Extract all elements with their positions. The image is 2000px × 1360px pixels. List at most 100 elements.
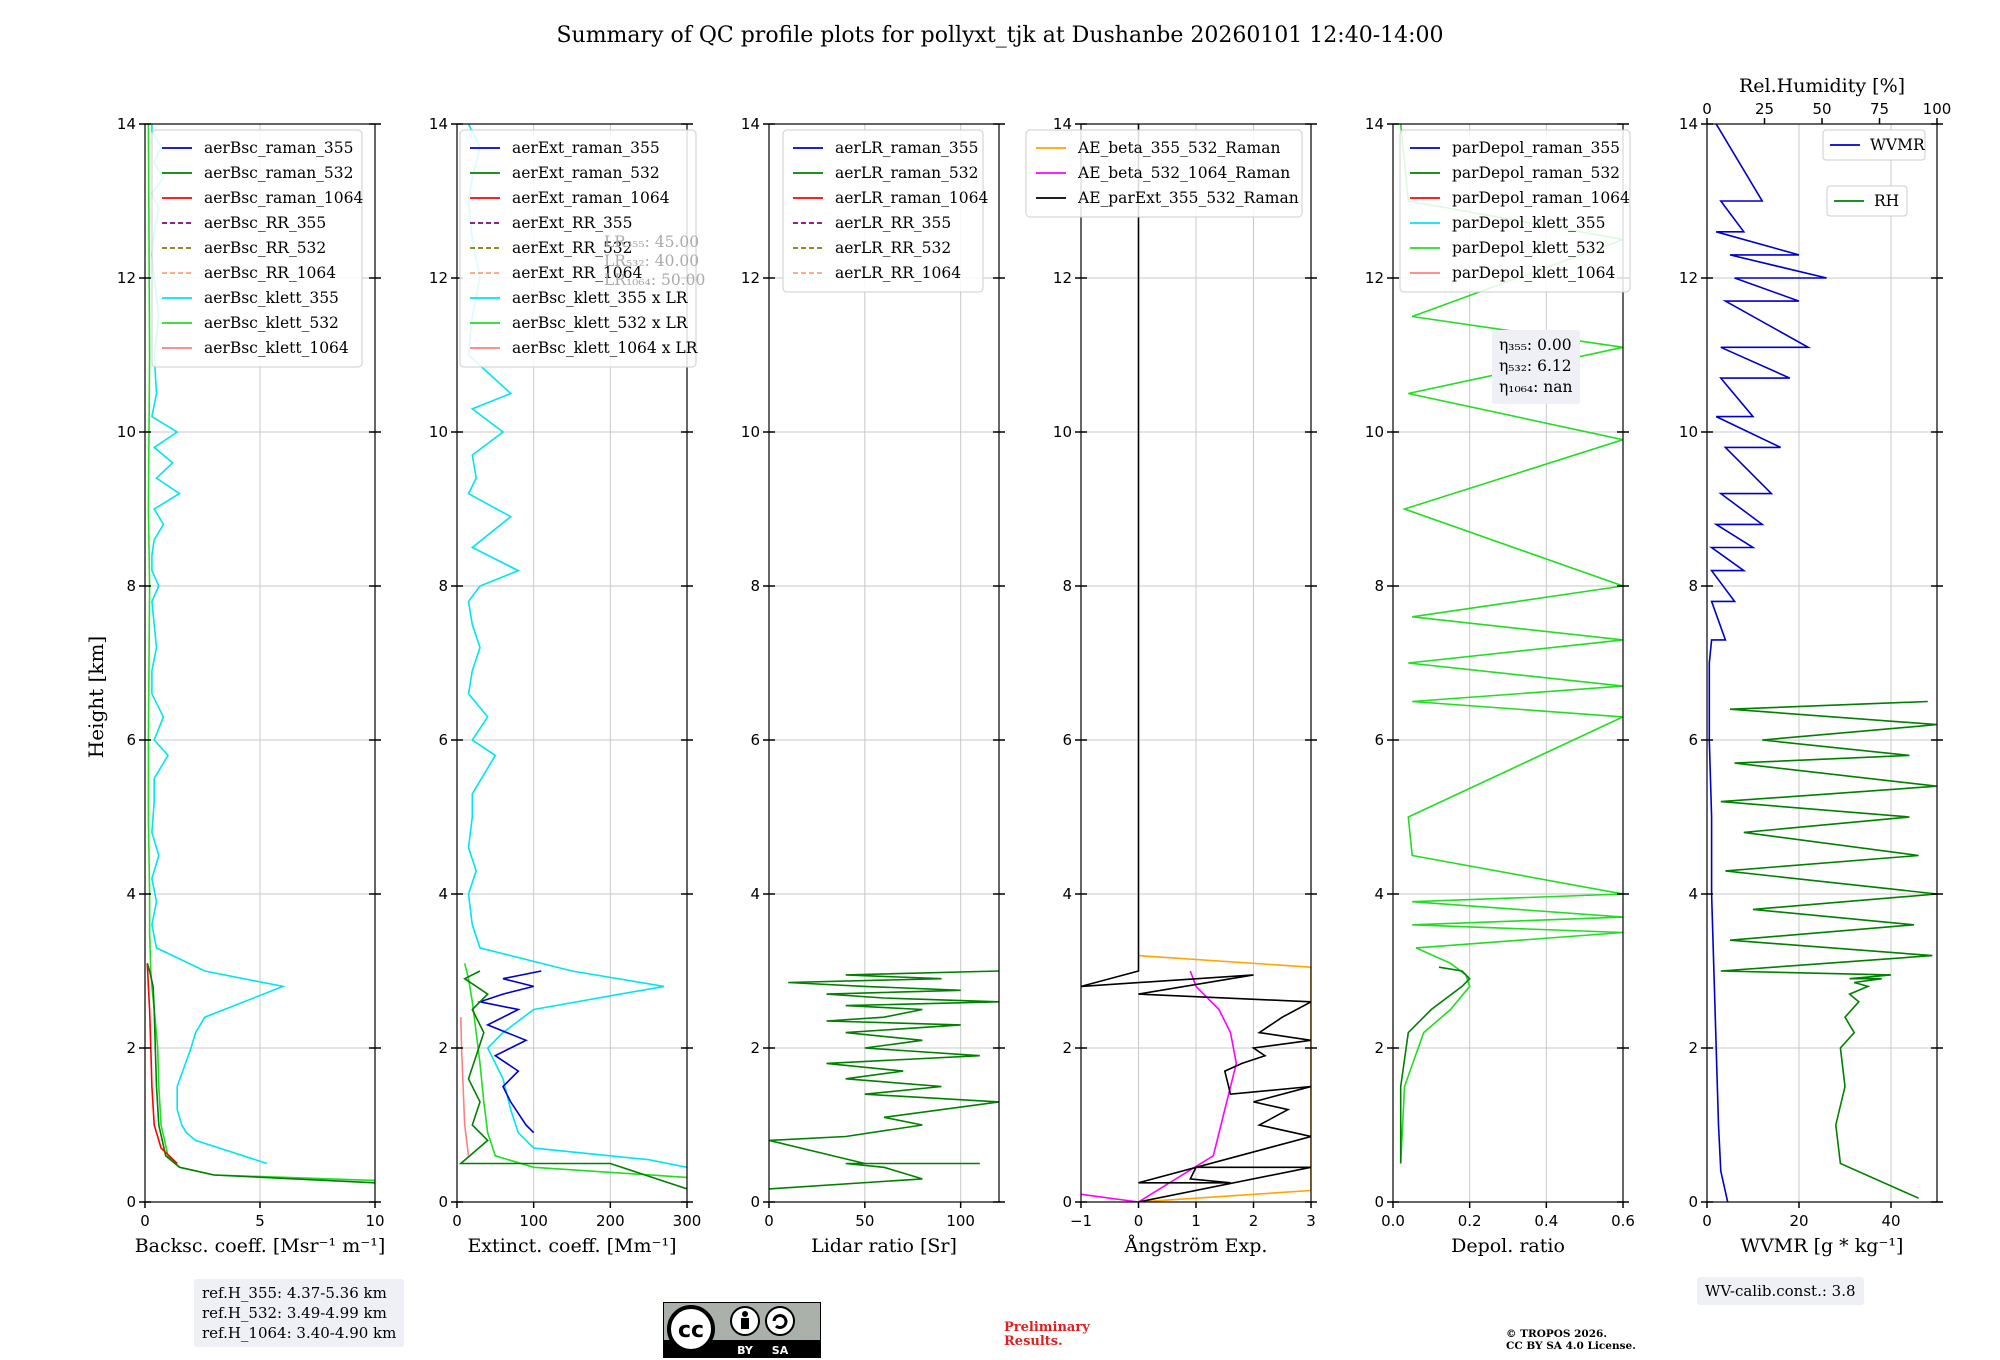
legend-entry: aerBsc_klett_1064 [204,339,349,357]
series-group [1399,124,1623,1164]
panel-backscatter: 0 2 4 6 8 10 12 14 0 5 10 Backsc. coeff. [Msr⁻¹ m⁻¹… [117,115,385,1257]
preliminary-line-2: Results. [1004,1334,1063,1349]
x-tick-label: −1 [1070,1212,1092,1230]
y-tick-label: 4 [1374,885,1384,903]
x-axis-label: Extinct. coeff. [Mm⁻¹] [467,1235,676,1257]
panel-depol: 0 2 4 6 8 10 12 14 0.0 0.2 0.4 0.6 Depol. ratio parDe… [1365,115,1635,1257]
legend-entry: aerBsc_klett_355 x LR [512,289,689,307]
legend-entry: aerLR_RR_532 [835,239,951,257]
top-tick-label: 25 [1755,100,1774,118]
legend-entry: aerExt_raman_1064 [512,189,670,207]
y-tick-label: 10 [1679,423,1698,441]
legend-entry: aerExt_raman_532 [512,164,660,182]
legend-entry: aerBsc_RR_1064 [204,264,336,282]
ref-height-355: ref.H_355: 4.37-5.36 km [202,1284,387,1302]
x-axis-label: Backsc. coeff. [Msr⁻¹ m⁻¹] [135,1235,386,1257]
cc-license-badge-icon[interactable]: cc BY SA [663,1302,821,1358]
legend-entry: aerBsc_RR_532 [204,239,326,257]
preliminary-line-1: Preliminary [1004,1320,1090,1335]
series-line-parDepol_klett_532 [1399,124,1623,1164]
x-axis-label: Ångström Exp. [1124,1235,1268,1257]
series-line-parDepol_raman_532 [1399,966,1471,1164]
eta-value: η₁₀₆₄: nan [1499,378,1573,396]
x-tick-label: 300 [673,1212,702,1230]
legend-box-wvmr [1822,129,1926,161]
top-tick-label: 75 [1870,100,1889,118]
y-tick-label: 2 [750,1039,760,1057]
y-tick-label: 4 [1062,885,1072,903]
top-axis-label: Rel.Humidity [%] [1739,75,1905,97]
wv-calib-box: WV-calib.const.: 3.8 [1697,1277,1864,1305]
legend-entry: aerExt_RR_355 [512,214,633,232]
y-tick-label: 8 [126,577,136,595]
y-tick-label: 0 [438,1193,448,1211]
legend-entry: aerBsc_RR_355 [204,214,326,232]
y-tick-label: 4 [750,885,760,903]
series-line-aerBsc_raman_532 [146,963,375,1184]
y-tick-label: 4 [438,885,448,903]
legend-box [459,129,697,368]
panel-extinction: 0 2 4 6 8 10 12 14 0 100 200 300 Extinct. coeff. [Mm… [429,115,705,1257]
legend-entry: AE_beta_355_532_Raman [1077,139,1280,157]
series-line-WVMR [1708,124,1827,1202]
lidar-ratio-note: LR₁₀₆₄: 50.00 [604,271,705,289]
y-tick-label: 2 [1374,1039,1384,1057]
series-line-aerExt_raman_1064 [460,1017,470,1156]
ref-height-532: ref.H_532: 3.49-4.99 km [202,1304,387,1322]
legend-entry: aerBsc_raman_1064 [204,189,364,207]
x-axis-label: Lidar ratio [Sr] [811,1235,957,1257]
y-tick-label: 2 [126,1039,136,1057]
legend-entry: aerExt_RR_532 [512,239,633,257]
legend-entry: AE_beta_532_1064_Raman [1077,164,1290,182]
y-tick-label: 14 [1053,115,1072,133]
y-tick-label: 8 [750,577,760,595]
eta-box [1492,330,1580,404]
y-tick-label: 12 [1053,269,1072,287]
legend-entry: aerExt_RR_1064 [512,264,643,282]
y-tick-label: 2 [438,1039,448,1057]
x-tick-label: 0 [764,1212,774,1230]
series-group [769,970,999,1190]
series-group [1081,124,1311,1202]
y-tick-label: 8 [438,577,448,595]
series-line-AE_beta_355_532_Raman [1138,954,1311,1202]
y-tick-label: 6 [750,731,760,749]
x-tick-label: 100 [946,1212,975,1230]
y-tick-label: 10 [741,423,760,441]
legend-entry: aerBsc_klett_532 x LR [512,314,689,332]
y-tick-label: 8 [1062,577,1072,595]
y-tick-label: 14 [1365,115,1384,133]
copyright-note: © TROPOS 2026. CC BY SA 4.0 License. [1506,1328,1636,1352]
legend-entry: aerBsc_klett_1064 x LR [512,339,699,357]
cc-sa-text: SA [772,1344,789,1357]
axes-frame [1392,123,1624,1203]
ref-heights-box: ref.H_355: 4.37-5.36 km ref.H_532: 3.49-… [194,1279,405,1347]
series-line-aerExt_raman_532 [458,970,687,1190]
svg-text:cc: cc [678,1318,704,1343]
x-axis-label: Depol. ratio [1451,1235,1565,1257]
y-tick-label: 6 [1062,731,1072,749]
y-tick-label: 6 [1688,731,1698,749]
y-tick-label: 0 [1374,1193,1384,1211]
series-line-aerExt_raman_355 [476,970,542,1134]
y-tick-label: 12 [429,269,448,287]
legend-box [782,129,984,293]
axes-frame [1706,123,1938,1203]
x-tick-label: 40 [1881,1212,1900,1230]
y-tick-label: 4 [126,885,136,903]
y-tick-label: 0 [126,1193,136,1211]
y-tick-label: 14 [429,115,448,133]
eta-value: η₅₃₂: 6.12 [1499,357,1572,375]
x-tick-label: 0 [140,1212,150,1230]
copyright-line-2: CC BY SA 4.0 License. [1506,1340,1636,1352]
cc-by-text: BY [737,1344,754,1357]
y-tick-label: 0 [750,1193,760,1211]
y-tick-label: 12 [741,269,760,287]
legend-entry: parDepol_raman_355 [1452,139,1620,157]
y-tick-label: 10 [117,423,136,441]
y-tick-label: 4 [1688,885,1698,903]
figure-title: Summary of QC profile plots for pollyxt_… [556,23,1443,48]
x-tick-label: 3 [1306,1212,1316,1230]
